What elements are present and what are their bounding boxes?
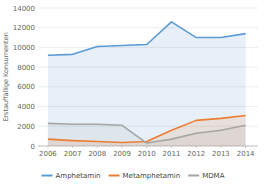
y-axis-label: Erstauffällige Konsumenten <box>2 32 10 122</box>
x-tick-label: 2006 <box>39 150 57 158</box>
grid-line <box>38 8 258 9</box>
x-tick <box>47 146 48 148</box>
grid-line <box>38 27 258 28</box>
plot-area <box>48 22 246 146</box>
y-tick-label: 10000 <box>13 44 35 52</box>
legend-swatch <box>42 175 53 177</box>
x-tick-label: 2009 <box>113 150 131 158</box>
x-tick-label: 2010 <box>138 150 156 158</box>
y-tick-label: 8000 <box>17 64 35 72</box>
series-line <box>48 115 246 142</box>
y-tick-label: 2000 <box>17 123 35 131</box>
x-tick <box>245 146 246 148</box>
x-tick-label: 2008 <box>88 150 106 158</box>
y-tick-label: 14000 <box>13 5 35 13</box>
x-tick-label: 2012 <box>187 150 205 158</box>
x-tick-label: 2013 <box>212 150 230 158</box>
legend-label: Amphetamin <box>56 172 101 180</box>
legend-swatch <box>188 175 199 177</box>
x-tick <box>122 146 123 148</box>
x-tick <box>146 146 147 148</box>
legend-swatch <box>109 175 120 177</box>
x-tick-label: 2011 <box>163 150 181 158</box>
x-tick-label: 2007 <box>64 150 82 158</box>
legend: Amphetamin Metamphetamin MDMA <box>42 172 225 180</box>
x-tick <box>220 146 221 148</box>
y-tick-label: 6000 <box>17 83 35 91</box>
series-line <box>48 123 246 143</box>
x-tick <box>97 146 98 148</box>
series-area <box>48 115 246 146</box>
x-tick-label: 2014 <box>237 150 255 158</box>
chart: 0 2000 4000 6000 8000 10000 12000 14000 2006 2007… <box>0 0 266 189</box>
y-tick-label: 4000 <box>17 103 35 111</box>
legend-label: MDMA <box>202 172 224 180</box>
series-line <box>48 22 246 56</box>
legend-label: Metamphetamin <box>123 172 181 180</box>
series-area <box>48 123 246 146</box>
series-area <box>48 22 246 146</box>
y-tick-label: 12000 <box>13 24 35 32</box>
y-tick-label: 0 <box>31 143 35 151</box>
x-tick <box>72 146 73 148</box>
x-tick <box>171 146 172 148</box>
x-tick <box>196 146 197 148</box>
